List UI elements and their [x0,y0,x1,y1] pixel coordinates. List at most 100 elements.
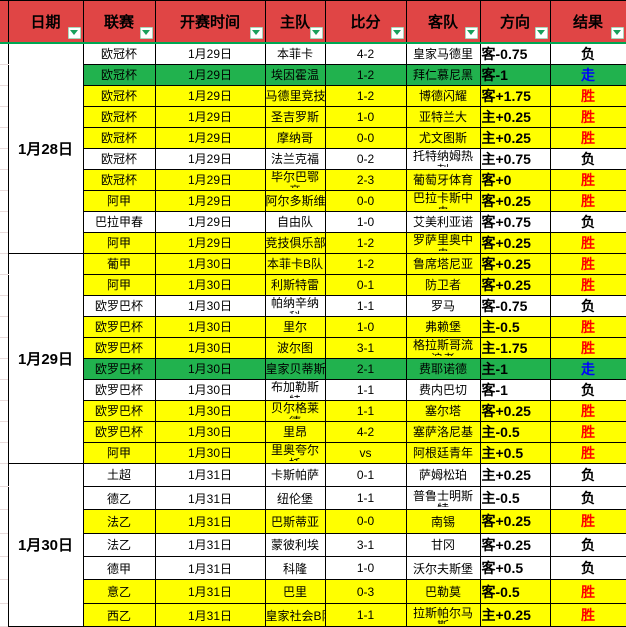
cell-start-time[interactable]: 1月30日 [154,420,266,443]
cell-direction[interactable]: 主+0.25 [479,105,551,128]
cell-league[interactable]: 欧罗巴杯 [82,357,156,380]
cell-result[interactable]: 胜 [549,168,626,191]
cell-start-time[interactable]: 1月31日 [154,579,266,604]
cell-home-team[interactable]: 贝尔格莱德红星 [264,399,326,422]
cell-direction[interactable]: 主-1.75 [479,336,551,359]
cell-home-team[interactable]: 圣吉罗斯 [264,105,326,128]
cell-away-team[interactable]: 艾美利亚诺 [405,210,481,233]
cell-score[interactable]: 1-0 [324,556,407,581]
cell-score[interactable]: 1-2 [324,252,407,275]
cell-score[interactable]: 3-1 [324,336,407,359]
cell-home-team[interactable]: 蒙彼利埃 [264,532,326,558]
cell-result[interactable]: 负 [549,210,626,233]
cell-start-time[interactable]: 1月31日 [154,509,266,534]
cell-result[interactable]: 负 [549,147,626,170]
cell-result[interactable]: 负 [549,462,626,487]
cell-away-team[interactable]: 塞尔塔 [405,399,481,422]
filter-button[interactable] [67,26,81,39]
cell-direction[interactable]: 主+0.75 [479,147,551,170]
cell-home-team[interactable]: 帕纳辛纳科斯 [264,294,326,317]
cell-score[interactable]: 2-3 [324,168,407,191]
cell-start-time[interactable]: 1月30日 [154,315,266,338]
cell-away-team[interactable]: 葡萄牙体育 [405,168,481,191]
cell-score[interactable]: 0-2 [324,147,407,170]
cell-score[interactable]: 1-1 [324,485,407,511]
cell-direction[interactable]: 客+0.25 [479,273,551,296]
cell-home-team[interactable]: 纽伦堡 [264,485,326,511]
cell-home-team[interactable]: 本菲卡B队 [264,252,326,275]
cell-league[interactable]: 德乙 [82,485,156,511]
cell-home-team[interactable]: 自由队 [264,210,326,233]
cell-away-team[interactable]: 弗赖堡 [405,315,481,338]
column-header-date[interactable]: 日期 [7,0,84,44]
column-header-home[interactable]: 主队 [264,0,326,44]
cell-result[interactable]: 走 [549,357,626,380]
cell-result[interactable]: 胜 [549,315,626,338]
cell-score[interactable]: 1-2 [324,84,407,107]
cell-direction[interactable]: 客-1 [479,63,551,86]
cell-away-team[interactable]: 费内巴切 [405,378,481,401]
cell-result[interactable]: 胜 [549,441,626,464]
filter-button[interactable] [390,26,404,39]
cell-home-team[interactable]: 毕尔巴鄂竞技 [264,168,326,191]
cell-away-team[interactable]: 普鲁士明斯特 [405,485,481,511]
cell-score[interactable]: 2-1 [324,357,407,380]
cell-away-team[interactable]: 鲁席塔尼亚 [405,252,481,275]
filter-button[interactable] [464,26,478,39]
cell-start-time[interactable]: 1月29日 [154,105,266,128]
cell-start-time[interactable]: 1月30日 [154,273,266,296]
cell-direction[interactable]: 主+0.25 [479,462,551,487]
cell-result[interactable]: 胜 [549,509,626,534]
cell-direction[interactable]: 客-0.75 [479,42,551,65]
cell-home-team[interactable]: 利斯特雷 [264,273,326,296]
cell-home-team[interactable]: 巴里 [264,579,326,604]
cell-away-team[interactable]: 博德闪耀 [405,84,481,107]
cell-league[interactable]: 德甲 [82,556,156,581]
date-group-cell[interactable]: 1月30日 [7,462,84,627]
cell-direction[interactable]: 客+0.25 [479,399,551,422]
cell-start-time[interactable]: 1月30日 [154,336,266,359]
column-header-time[interactable]: 开赛时间 [154,0,266,44]
cell-away-team[interactable]: 亚特兰大 [405,105,481,128]
cell-home-team[interactable]: 摩纳哥 [264,126,326,149]
cell-league[interactable]: 阿甲 [82,273,156,296]
cell-home-team[interactable]: 里昂 [264,420,326,443]
cell-start-time[interactable]: 1月30日 [154,441,266,464]
cell-score[interactable]: 0-0 [324,126,407,149]
cell-result[interactable]: 负 [549,532,626,558]
cell-direction[interactable]: 客+0 [479,168,551,191]
cell-score[interactable]: 1-2 [324,231,407,254]
cell-league[interactable]: 阿甲 [82,231,156,254]
cell-result[interactable]: 胜 [549,84,626,107]
cell-result[interactable]: 胜 [549,273,626,296]
filter-button[interactable] [610,26,624,39]
cell-score[interactable]: 0-0 [324,189,407,212]
cell-direction[interactable]: 客+0.75 [479,210,551,233]
cell-start-time[interactable]: 1月29日 [154,63,266,86]
cell-start-time[interactable]: 1月29日 [154,84,266,107]
cell-league[interactable]: 欧冠杯 [82,42,156,65]
cell-result[interactable]: 胜 [549,399,626,422]
cell-league[interactable]: 阿甲 [82,189,156,212]
cell-score[interactable]: 0-3 [324,579,407,604]
cell-league[interactable]: 欧罗巴杯 [82,420,156,443]
cell-league[interactable]: 欧冠杯 [82,105,156,128]
cell-league[interactable]: 法乙 [82,509,156,534]
column-header-result[interactable]: 结果 [549,0,626,44]
cell-home-team[interactable]: 马德里竞技 [264,84,326,107]
cell-direction[interactable]: 客+0.25 [479,231,551,254]
cell-start-time[interactable]: 1月30日 [154,252,266,275]
cell-score[interactable]: 0-1 [324,462,407,487]
cell-league[interactable]: 欧冠杯 [82,63,156,86]
cell-result[interactable]: 胜 [549,126,626,149]
cell-start-time[interactable]: 1月29日 [154,42,266,65]
cell-score[interactable]: 1-0 [324,210,407,233]
date-group-cell[interactable]: 1月29日 [7,252,84,464]
cell-league[interactable]: 欧罗巴杯 [82,315,156,338]
cell-away-team[interactable]: 防卫者 [405,273,481,296]
cell-direction[interactable]: 客+1.75 [479,84,551,107]
cell-score[interactable]: vs [324,441,407,464]
cell-league[interactable]: 西乙 [82,602,156,627]
cell-direction[interactable]: 客+0.25 [479,252,551,275]
cell-home-team[interactable]: 布加勒斯特星队 [264,378,326,401]
